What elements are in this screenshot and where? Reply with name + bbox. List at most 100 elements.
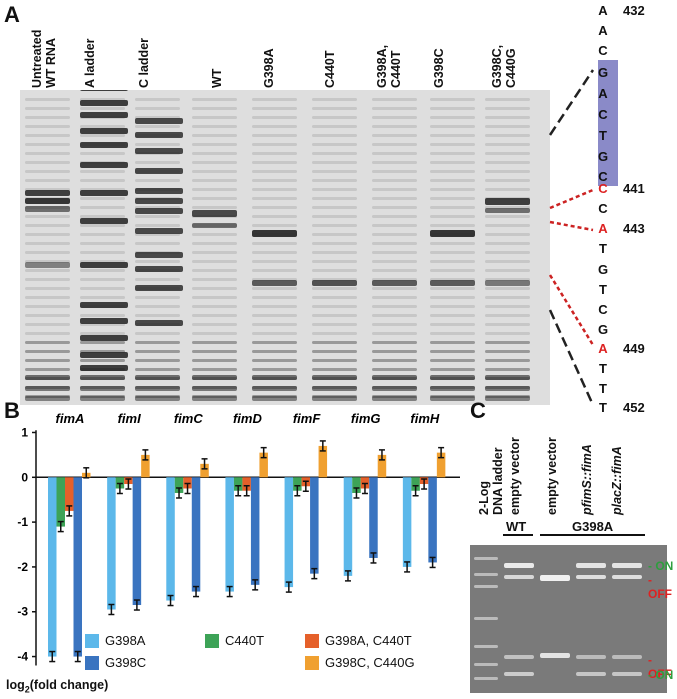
gel-band	[372, 206, 417, 209]
nucleotide-12: T	[599, 241, 607, 256]
gel-band	[80, 218, 128, 224]
gel-band	[252, 242, 297, 245]
connector-449	[548, 274, 595, 346]
gel-band	[312, 386, 357, 391]
gel-band	[135, 132, 183, 138]
gel-band	[430, 314, 475, 317]
gel-band	[485, 215, 530, 218]
gel-band	[192, 197, 237, 200]
legend-label: G398C	[105, 655, 147, 670]
pos-452: 452	[623, 400, 645, 415]
gel-band	[135, 296, 180, 299]
nucleotide-2: C	[598, 43, 608, 58]
gel-band	[192, 386, 237, 391]
gel-band	[372, 332, 417, 335]
bar	[65, 477, 74, 511]
gel-band	[252, 179, 297, 182]
gel-band	[430, 230, 475, 237]
gel-band	[430, 242, 475, 245]
gel-c-band	[474, 677, 498, 680]
gel-band	[252, 230, 297, 237]
gel-band	[252, 296, 297, 299]
gel-band	[252, 170, 297, 173]
gel-band	[80, 179, 125, 182]
gel-sequence-connectors	[548, 60, 618, 406]
bar	[225, 477, 234, 592]
gel-band	[430, 375, 475, 380]
nucleotide-20: T	[599, 400, 607, 415]
gel-band	[252, 152, 297, 155]
bar	[191, 477, 201, 592]
group-wt: WT	[506, 519, 527, 534]
gel-band	[372, 375, 417, 380]
pos-443: 443	[623, 221, 645, 236]
connector-441	[549, 188, 594, 210]
gel-band	[192, 134, 237, 137]
gel-band	[372, 314, 417, 317]
legend-label: G398C, C440G	[325, 655, 415, 670]
legend-item: G398A	[85, 633, 145, 648]
gel-band	[252, 215, 297, 218]
gel-band	[192, 98, 237, 101]
gel-band	[80, 215, 125, 218]
gel-band	[372, 152, 417, 155]
lane-label-0: Untreated WT RNA	[30, 29, 59, 88]
gel-band	[135, 332, 180, 335]
gel-band	[485, 323, 530, 326]
gel-band	[372, 341, 417, 344]
gel-band	[312, 260, 357, 263]
gel-band	[252, 188, 297, 191]
bar	[259, 452, 268, 478]
gel-band	[372, 368, 417, 371]
legend-swatch	[205, 633, 219, 648]
bar	[233, 477, 243, 491]
legend-label: C440T	[225, 633, 265, 648]
panel-c-letter: C	[470, 398, 486, 423]
gel-band	[135, 386, 180, 391]
gel-band	[135, 125, 180, 128]
gel-band	[372, 197, 417, 200]
gel-band	[485, 107, 530, 110]
nucleotide-1: A	[598, 23, 608, 38]
gel-c-band	[504, 575, 534, 579]
gel-band	[25, 233, 70, 236]
gel-band	[485, 224, 530, 227]
bar	[436, 452, 446, 478]
gel-c-band	[474, 573, 498, 576]
gel-band	[312, 107, 357, 110]
lane-label-7: G398C	[432, 48, 446, 88]
gel-band	[252, 278, 297, 281]
pcr-gel	[470, 545, 667, 693]
gel-band	[372, 251, 417, 254]
gel-band	[372, 280, 417, 286]
gel-band	[312, 134, 357, 137]
sequencing-gel	[20, 90, 550, 405]
gel-band	[252, 350, 297, 353]
gel-band	[312, 314, 357, 317]
gel-band	[192, 296, 237, 299]
gel-band	[135, 266, 183, 272]
gel-band	[192, 332, 237, 335]
lane-label-2: C ladder	[137, 37, 151, 88]
gel-band	[135, 242, 180, 245]
gel-band	[430, 386, 475, 391]
gel-band	[135, 98, 180, 101]
gel-band	[430, 134, 475, 137]
gel-band	[25, 278, 70, 281]
y-tick-label: 0	[21, 470, 28, 484]
gel-c-band	[576, 563, 606, 568]
legend-label: G398A	[105, 633, 146, 648]
gel-band	[25, 179, 70, 182]
gel-band	[80, 269, 125, 272]
nucleotide-9: C	[598, 181, 608, 196]
bar	[141, 454, 150, 478]
bar	[200, 463, 209, 478]
bar	[377, 454, 387, 478]
legend-item: G398A, C440T	[305, 633, 412, 648]
gel-band	[25, 170, 70, 173]
gel-band	[312, 359, 357, 362]
nucleotide-16: G	[597, 322, 609, 337]
gel-band	[25, 224, 70, 227]
label-off-bottom: - OFF	[648, 653, 672, 681]
category-label: fimF	[293, 411, 322, 426]
